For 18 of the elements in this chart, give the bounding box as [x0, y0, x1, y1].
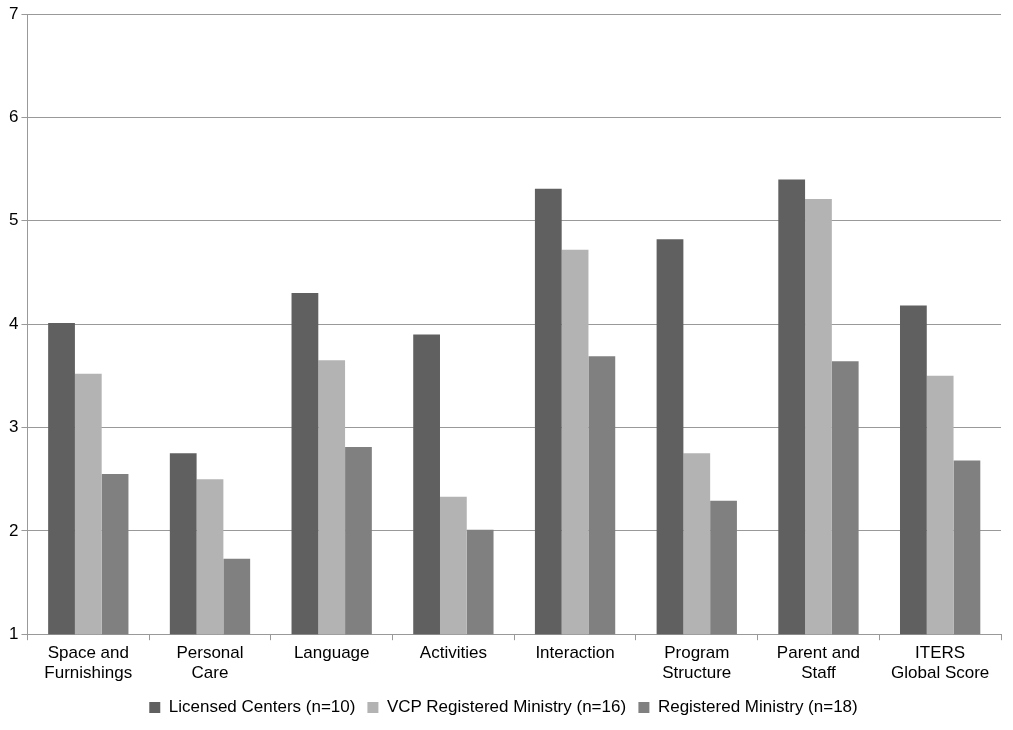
x-tick-label: Parent and Staff: [776, 643, 861, 683]
x-tick-label: ITERS Global Score: [891, 643, 990, 683]
y-tick-label: 6: [8, 107, 19, 127]
y-tick-label: 7: [8, 3, 19, 23]
legend-label: Licensed Centers (n=10): [168, 697, 356, 717]
x-tick-label: Activities: [419, 643, 487, 663]
x-tick-label: Interaction: [535, 643, 615, 663]
x-tick-label: Space and Furnishings: [44, 643, 133, 683]
y-tick-label: 1: [8, 623, 19, 643]
y-tick-label: 5: [8, 210, 19, 230]
legend-label: VCP Registered Ministry (n=16): [386, 697, 627, 717]
x-tick-label: Personal Care: [176, 643, 244, 683]
y-tick-label: 2: [8, 520, 19, 540]
legend-label: Registered Ministry (n=18): [657, 697, 858, 717]
y-tick-label: 3: [8, 417, 19, 437]
x-tick-label: Language: [293, 643, 370, 663]
y-tick-label: 4: [8, 313, 19, 333]
x-tick-label: Program Structure: [662, 643, 732, 683]
